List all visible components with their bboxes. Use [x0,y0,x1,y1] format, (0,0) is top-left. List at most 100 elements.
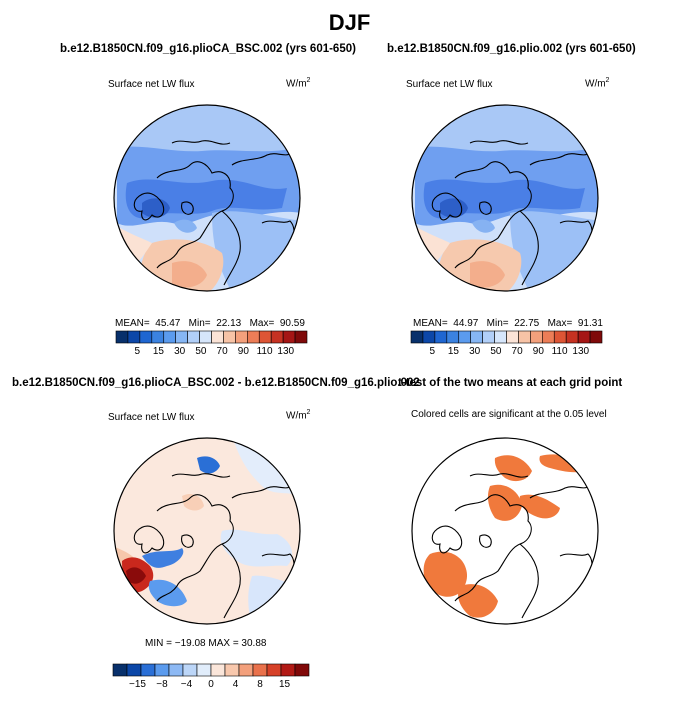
panel4-sig-region-arctic [487,484,522,521]
panel3-colorbar-swatch [140,663,156,677]
panel3-colorbar-swatch [294,663,310,677]
panel1-colorbar-swatch [127,330,141,344]
panel3-colorbar-tick-label: 15 [279,679,291,690]
panel3-colorbar-tick-label: 8 [257,679,263,690]
panel1-colorbar-swatch [294,330,308,344]
panel4-sig-region-siberia [519,494,560,519]
panel2-case-title: b.e12.B1850CN.f09_g16.plio.002 (yrs 601-… [387,43,636,55]
panel1-variable: Surface net LW flux [108,79,195,90]
panel1-colorbar-tick-label: 130 [277,346,294,357]
panel3-colorbar-swatch [266,663,282,677]
panel1-mean: 45.47 [155,318,181,329]
panel2-field-patch [472,219,495,233]
panel3-colorbar-tick-label: −4 [181,679,193,690]
panel2-colorbar-tick-label: 5 [429,346,435,357]
panel1-colorbar-tick-label: 5 [134,346,140,357]
panel3-colorbar-swatch [126,663,142,677]
panel2-colorbar-swatch [506,330,519,344]
panel1-colorbar-tick-label: 70 [217,346,229,357]
page-title: DJF [328,10,371,35]
panel2-colorbar-swatch [589,330,603,344]
panel2-colorbar-swatch [577,330,591,344]
panel2-coastlines [431,140,593,286]
panel3-colorbar-swatch [168,663,184,677]
panel3-polar-map [113,437,301,625]
panel1-colorbar-swatch [175,330,188,344]
panel4-sig-region-bering [494,455,532,482]
panel2-colorbar-tick-label: 70 [512,346,524,357]
panel1-colorbar-tick-label: 50 [195,346,207,357]
panel4-variable: Colored cells are significant at the 0.0… [411,409,607,420]
panel1-colorbar-swatch [247,330,260,344]
panel3-field-arctic-cool [220,529,293,567]
panel1-colorbar-swatch [199,330,212,344]
panel1-colorbar-swatch [151,330,165,344]
panel4-sig-region-labrador [423,551,468,597]
panel2-colorbar-swatch [410,330,424,344]
panel3-colorbar-tick-label: 4 [233,679,239,690]
panel1-colorbar-tick-label: 15 [153,346,165,357]
panel1-colorbar-swatch [270,330,284,344]
panel2-colorbar-tick-label: 30 [469,346,481,357]
panel3-colorbar-tick-label: −8 [156,679,168,690]
panel2-colorbar-tick-label: 110 [552,346,568,357]
panel3-colorbar-tick-label: −15 [129,679,146,690]
panel3-colorbar-swatch [224,663,240,677]
panel2-colorbar-tick-label: 90 [533,346,545,357]
panel3-colorbar-swatch [154,663,170,677]
panel1-colorbar-tick-label: 30 [174,346,186,357]
panel2-colorbar-swatch [446,330,460,344]
panel2-colorbar-swatch [482,330,495,344]
panel4-sig-region-europe [412,576,430,621]
panel3-field-canada-cool [248,575,300,624]
panel2-colorbar-swatch [553,330,567,344]
panel3-colorbar-swatch [238,663,254,677]
panel1-colorbar-swatch [139,330,153,344]
panel2-colorbar-swatch [494,330,507,344]
panel1-field-patch [174,219,197,233]
panel3-variable: Surface net LW flux [108,412,195,423]
panel3-field-patch [182,494,204,511]
panel1-max: 90.59 [279,318,305,329]
panel3-colorbar-swatch [196,663,212,677]
panel4-polar-map [411,437,599,625]
panel1-colorbar: 5 15 30 50 70 90 110 130 [115,330,308,357]
panel2-colorbar-swatch [434,330,448,344]
panel3-colorbar-swatch [112,663,128,677]
panel2-colorbar-swatch [458,330,471,344]
panel2-mean: 44.97 [453,318,479,329]
panel4-coastlines [431,473,593,619]
panel2-variable: Surface net LW flux [406,79,493,90]
panel1-colorbar-tick-label: 90 [238,346,250,357]
panel4-map-boundary [411,437,599,625]
panel3-field-bering [197,456,220,474]
panel2-colorbar-swatch [565,330,579,344]
panel2-field-warm-core [470,261,505,288]
panel3-field-cold [142,548,184,568]
panel3-field-hottest [126,567,146,584]
panel2-min: 22.75 [514,318,540,329]
panel3-map-boundary [113,437,301,625]
panel2-polar-map [411,104,599,292]
panel2-colorbar-swatch [422,330,436,344]
panel1-min: 22.13 [216,318,242,329]
panel2-colorbar-swatch [542,330,555,344]
panel3-colorbar: −15 −8 −4 0 4 8 15 [112,663,310,690]
panel1-case-title: b.e12.B1850CN.f09_g16.plioCA_BSC.002 (yr… [60,43,356,55]
panel2-colorbar-swatch [470,330,483,344]
panel2-colorbar-tick-label: 130 [572,346,589,357]
panel3-colorbar-swatch [182,663,198,677]
panel3-colorbar-swatch [280,663,296,677]
panel2-colorbar-swatch [530,330,543,344]
panel2-units: W/m2 [585,77,610,90]
panel3-colorbar-swatch [252,663,268,677]
panel1-colorbar-swatch [211,330,224,344]
panel1-map-boundary [113,104,301,292]
panel1-stats: MEAN= 45.47 Min= 22.13 Max= 90.59 [115,318,305,329]
panel2-colorbar-tick-label: 50 [490,346,502,357]
panel4-case-title: t-test of the two means at each grid poi… [398,377,623,389]
panel1-colorbar-swatch [163,330,176,344]
panel1-colorbar-swatch [115,330,129,344]
panel1-colorbar-swatch [223,330,236,344]
panel1-units: W/m2 [286,77,311,90]
